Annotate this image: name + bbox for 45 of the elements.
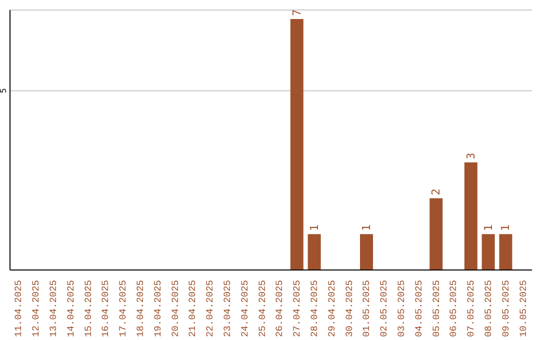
x-tick-label: 16.04.2025 [100, 280, 112, 338]
x-tick-label: 26.04.2025 [274, 280, 286, 338]
x-tick-label: 30.04.2025 [344, 280, 355, 338]
data-label: 2 [430, 188, 443, 196]
x-tick-label: 04.05.2025 [413, 280, 424, 338]
x-tick-label: 11.04.2025 [13, 280, 24, 338]
x-tick-label: 20.04.2025 [170, 280, 181, 338]
data-label: 1 [360, 224, 373, 232]
bar [464, 162, 478, 270]
data-label: 1 [308, 224, 321, 232]
bar [360, 234, 373, 270]
bar [499, 234, 512, 270]
x-tick-label: 07.05.2025 [466, 280, 477, 338]
data-label: 7 [290, 9, 304, 16]
x-tick-label: 15.04.2025 [82, 280, 94, 338]
x-tick-label: 05.05.2025 [430, 280, 442, 338]
x-tick-label: 19.04.2025 [152, 280, 164, 338]
x-tick-label: 29.04.2025 [326, 280, 338, 338]
bar [290, 18, 304, 270]
x-tick-label: 21.04.2025 [187, 280, 198, 338]
bar [482, 234, 495, 270]
x-tick-label: 13.04.2025 [48, 280, 59, 338]
x-tick-label: 14.04.2025 [65, 280, 76, 338]
x-tick-label: 03.05.2025 [396, 280, 407, 338]
x-tick-label: 28.04.2025 [309, 280, 320, 338]
x-tick-label: 02.05.2025 [378, 280, 390, 338]
x-tick-label: 08.05.2025 [483, 280, 494, 338]
x-tick-label: 22.04.2025 [204, 280, 216, 338]
bar [308, 234, 321, 270]
x-tick-label: 18.04.2025 [135, 280, 146, 338]
x-tick-label: 09.05.2025 [500, 280, 512, 338]
data-label: 1 [499, 224, 512, 232]
x-tick-label: 12.04.2025 [30, 280, 42, 338]
x-tick-label: 25.04.2025 [256, 280, 268, 338]
bar [430, 198, 443, 270]
data-label: 3 [464, 152, 478, 160]
x-tick-label: 23.04.2025 [222, 280, 233, 338]
x-tick-label: 01.05.2025 [361, 280, 372, 338]
x-tick-label: 27.04.2025 [292, 280, 303, 338]
x-tick-label: 06.05.2025 [448, 280, 460, 338]
y-tick-label: 5 [0, 88, 8, 94]
x-tick-label: 17.04.2025 [118, 280, 129, 338]
x-tick-label: 24.04.2025 [239, 280, 250, 338]
x-tick-label: 10.05.2025 [518, 280, 529, 338]
data-label: 1 [482, 224, 495, 232]
